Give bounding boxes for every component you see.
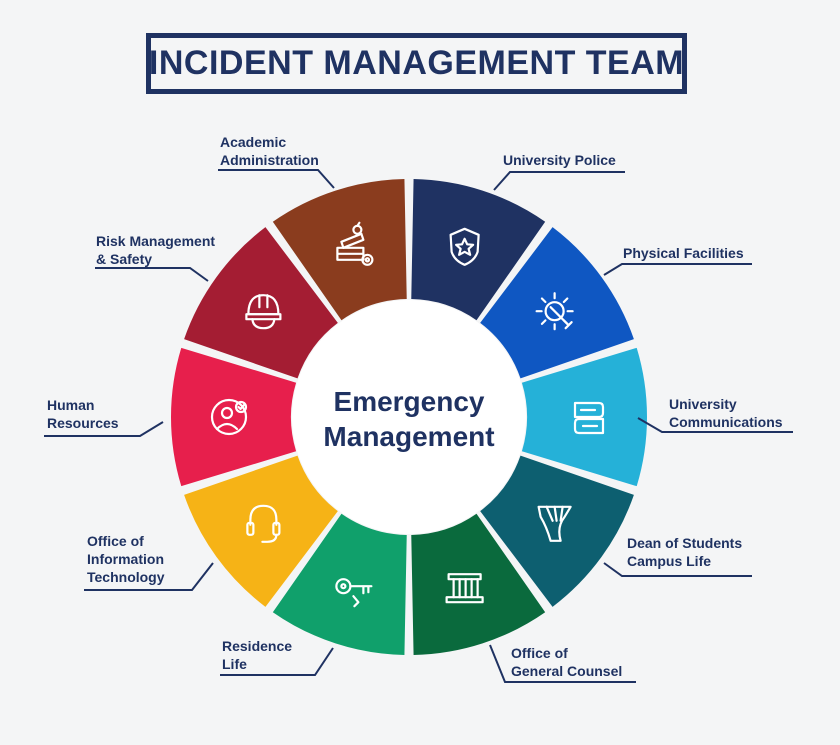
segment-risk-management [184,227,338,379]
hard-hat-icon [245,294,282,330]
label-line: Academic [220,134,286,150]
label-residence-life: Residence Life [222,638,292,672]
page-title: INCIDENT MANAGEMENT TEAM [148,44,685,82]
label-line: Communications [669,414,783,430]
label-physical-facilities: Physical Facilities [623,245,744,261]
connector-general-counsel [489,644,636,683]
connector-human-resources [44,421,164,437]
segment-information-technology [184,455,338,607]
label-risk-management: Risk Management & Safety [96,233,215,267]
label-line: Risk Management [96,233,215,249]
label-line: Residence [222,638,292,654]
label-line: General Counsel [511,663,622,679]
label-line: Technology [87,569,165,585]
label-line: Human [47,397,94,413]
police-badge-icon [449,227,480,266]
connector-physical-facilities [603,263,752,276]
segment-academic-administration [272,179,407,321]
label-line: Life [222,656,247,672]
center-label-line1: Emergency [334,386,485,417]
segment-human-resources [171,347,297,487]
label-human-resources: Human Resources [47,397,119,431]
label-general-counsel: Office of General Counsel [511,645,622,679]
label-line: Resources [47,415,119,431]
connector-academic-administration [218,169,335,189]
label-dean-of-students: Dean of Students Campus Life [627,535,742,569]
connector-risk-management [95,267,209,282]
connector-dean-of-students [603,562,752,577]
label-line: Office of [87,533,144,549]
segment-dean-of-students [480,455,634,607]
label-university-communications: University Communications [669,396,783,430]
connector-residence-life [220,647,334,676]
person-check-icon [210,398,248,436]
label-information-technology: Office of Information Technology [87,533,165,585]
label-line: Campus Life [627,553,711,569]
label-line: Physical Facilities [623,245,744,261]
label-line: Administration [220,152,319,168]
key-icon [335,578,373,608]
courthouse-icon [445,573,484,604]
chat-bubbles-icon [573,401,605,435]
segment-residence-life [272,513,407,655]
books-apple-gear-icon [336,221,374,266]
gear-wrench-icon [535,292,574,331]
connector-university-communications [637,417,793,433]
label-line: Office of [511,645,568,661]
center-label-line2: Management [323,421,494,452]
connector-university-police [493,171,625,191]
headset-icon [246,504,281,543]
label-line: & Safety [96,251,152,267]
title-box: INCIDENT MANAGEMENT TEAM [146,33,687,94]
label-university-police: University Police [503,152,616,168]
label-line: University [669,396,737,412]
label-line: University Police [503,152,616,168]
label-academic-administration: Academic Administration [220,134,319,168]
center-circle [292,300,526,534]
label-line: Dean of Students [627,535,742,551]
university-logo-icon [537,505,572,542]
connector-information-technology [84,562,214,591]
label-line: Information [87,551,164,567]
